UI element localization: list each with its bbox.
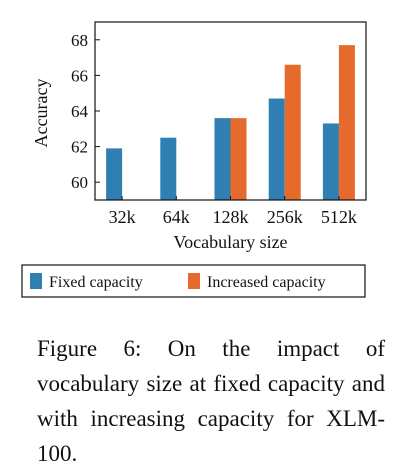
bar-increased-512k <box>338 45 355 200</box>
y-tick-label: 66 <box>71 66 88 85</box>
chart-svg: 60 62 64 66 68 32k 64k 128k 256k 512k Vocabulary s… <box>21 21 367 298</box>
figure-caption: Figure 6: On the impact of vocabulary si… <box>37 336 385 466</box>
y-tick-label: 62 <box>71 138 88 157</box>
bar-fixed-32k <box>106 148 123 200</box>
bar-fixed-64k <box>160 137 177 200</box>
legend-label-fixed: Fixed capacity <box>49 274 143 291</box>
y-tick-label: 68 <box>71 31 88 50</box>
y-tick-label: 64 <box>71 102 89 121</box>
bar-fixed-256k <box>268 98 285 200</box>
bar-fixed-512k <box>322 123 339 200</box>
bar-fixed-128k <box>214 118 231 200</box>
legend-swatch-increased <box>188 273 200 289</box>
x-tick-label: 128k <box>213 207 249 227</box>
x-tick-label: 256k <box>267 207 303 227</box>
x-tick-label: 512k <box>321 207 357 227</box>
chart: 60 62 64 66 68 32k 64k 128k 256k 512k Vocabulary s… <box>21 21 367 298</box>
legend-swatch-fixed <box>30 273 42 289</box>
x-axis-label: Vocabulary size <box>173 232 287 252</box>
y-axis-label: Accuracy <box>31 79 51 148</box>
y-tick-label: 60 <box>71 173 88 192</box>
x-tick-label: 64k <box>163 207 190 227</box>
x-tick-label: 32k <box>109 207 136 227</box>
bar-increased-128k <box>230 118 247 200</box>
legend-label-increased: Increased capacity <box>207 274 326 291</box>
bar-increased-256k <box>284 64 301 200</box>
